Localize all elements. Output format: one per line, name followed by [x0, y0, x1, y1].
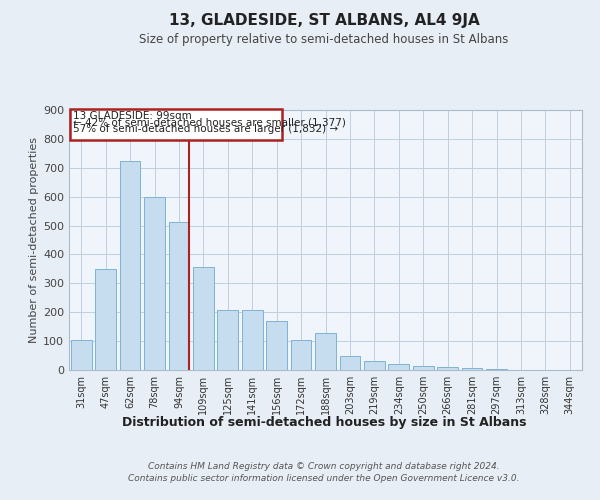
Bar — [70, 108, 281, 140]
Text: Size of property relative to semi-detached houses in St Albans: Size of property relative to semi-detach… — [139, 32, 509, 46]
Bar — [364, 362, 385, 370]
Bar — [461, 368, 482, 370]
Bar — [340, 356, 361, 370]
Bar — [486, 368, 507, 370]
Bar — [193, 267, 214, 370]
Bar — [119, 160, 140, 370]
Bar — [71, 340, 92, 370]
Text: 57% of semi-detached houses are larger (1,832) →: 57% of semi-detached houses are larger (… — [73, 124, 338, 134]
Bar — [144, 196, 165, 370]
Text: Contains HM Land Registry data © Crown copyright and database right 2024.
Contai: Contains HM Land Registry data © Crown c… — [128, 462, 520, 483]
Bar — [169, 222, 190, 370]
Bar — [290, 340, 311, 370]
Y-axis label: Number of semi-detached properties: Number of semi-detached properties — [29, 137, 39, 343]
Bar — [217, 310, 238, 370]
Bar — [266, 322, 287, 370]
Text: 13 GLADESIDE: 99sqm: 13 GLADESIDE: 99sqm — [73, 111, 191, 121]
Bar — [242, 310, 263, 370]
Bar — [95, 270, 116, 370]
Text: ← 42% of semi-detached houses are smaller (1,377): ← 42% of semi-detached houses are smalle… — [73, 117, 346, 127]
Text: Distribution of semi-detached houses by size in St Albans: Distribution of semi-detached houses by … — [122, 416, 526, 429]
Text: 13, GLADESIDE, ST ALBANS, AL4 9JA: 13, GLADESIDE, ST ALBANS, AL4 9JA — [169, 12, 479, 28]
Bar — [437, 367, 458, 370]
Bar — [315, 333, 336, 370]
Bar — [388, 364, 409, 370]
Bar — [413, 366, 434, 370]
